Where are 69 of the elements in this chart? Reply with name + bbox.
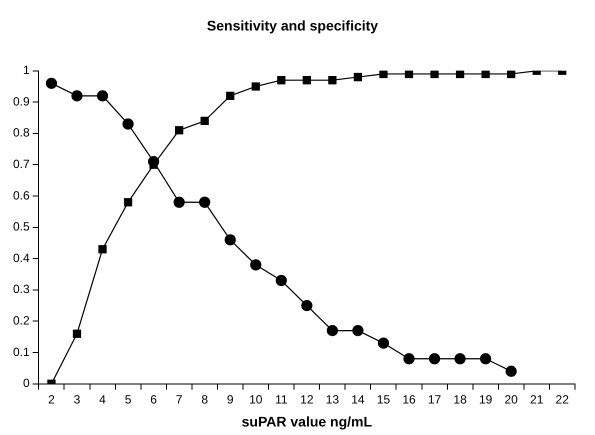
x-tick-label: 4 — [99, 392, 106, 406]
x-tick-label: 7 — [176, 392, 183, 406]
x-tick-label: 5 — [124, 392, 132, 406]
y-tick-label: 0.6 — [12, 188, 30, 202]
y-tick-label: 0.4 — [12, 250, 30, 265]
point — [252, 82, 260, 91]
point — [276, 274, 287, 286]
x-tick-label: 9 — [226, 392, 234, 406]
point — [302, 76, 311, 84]
point — [354, 72, 362, 82]
point — [454, 353, 466, 364]
point — [124, 198, 132, 206]
point — [199, 196, 210, 208]
x-tick-label: 14 — [351, 392, 365, 406]
point — [481, 70, 490, 78]
y-tick-label: 0.9 — [12, 94, 30, 108]
point — [352, 324, 364, 336]
point — [226, 92, 234, 100]
point — [200, 116, 209, 126]
x-tick-label: 19 — [478, 392, 493, 406]
point — [507, 70, 516, 78]
point — [96, 90, 108, 102]
y-tick-label: 0.7 — [12, 157, 30, 172]
point — [250, 259, 262, 270]
x-tick-label: 3 — [74, 392, 81, 406]
point — [379, 70, 388, 78]
x-tick-label: 13 — [326, 392, 340, 406]
point — [506, 366, 517, 377]
point — [430, 70, 439, 78]
chart-title: Sensitivity and specificity — [206, 17, 378, 34]
y-tick-label: 1 — [22, 63, 30, 78]
point — [122, 118, 134, 130]
x-tick-label: 20 — [504, 392, 518, 406]
x-tick-label: 11 — [275, 392, 288, 406]
x-tick-label: 10 — [249, 392, 263, 406]
point — [378, 338, 390, 349]
x-tick-label: 18 — [453, 392, 468, 406]
point — [224, 234, 236, 246]
x-axis-title: suPAR value ng/mL — [242, 413, 372, 430]
point — [301, 300, 312, 312]
point — [456, 70, 464, 78]
y-tick-label: 0.2 — [12, 314, 30, 328]
x-tick-label: 17 — [428, 392, 442, 406]
y-tick-label: 0 — [22, 376, 30, 390]
x-tick-label: 21 — [530, 392, 544, 406]
point — [403, 353, 415, 364]
point — [428, 353, 440, 364]
point — [71, 90, 83, 102]
x-tick-label: 6 — [150, 392, 158, 406]
point — [480, 353, 492, 364]
point — [404, 70, 414, 78]
point — [98, 245, 107, 254]
y-tick-label: 0.3 — [12, 282, 30, 296]
point — [326, 324, 338, 336]
point — [328, 76, 337, 84]
x-tick-label: 12 — [300, 392, 314, 406]
point — [277, 76, 286, 84]
x-tick-label: 8 — [201, 392, 208, 406]
y-tick-label: 0.5 — [12, 220, 30, 234]
point — [46, 78, 58, 89]
y-tick-label: 0.8 — [12, 126, 30, 140]
x-tick-label: 22 — [556, 392, 570, 406]
x-tick-label: 2 — [48, 392, 56, 406]
point — [174, 196, 185, 208]
y-tick-label: 0.1 — [12, 344, 30, 359]
point — [175, 126, 184, 134]
point — [72, 330, 82, 338]
x-tick-label: 15 — [376, 392, 390, 406]
x-tick-label: 16 — [402, 392, 416, 406]
